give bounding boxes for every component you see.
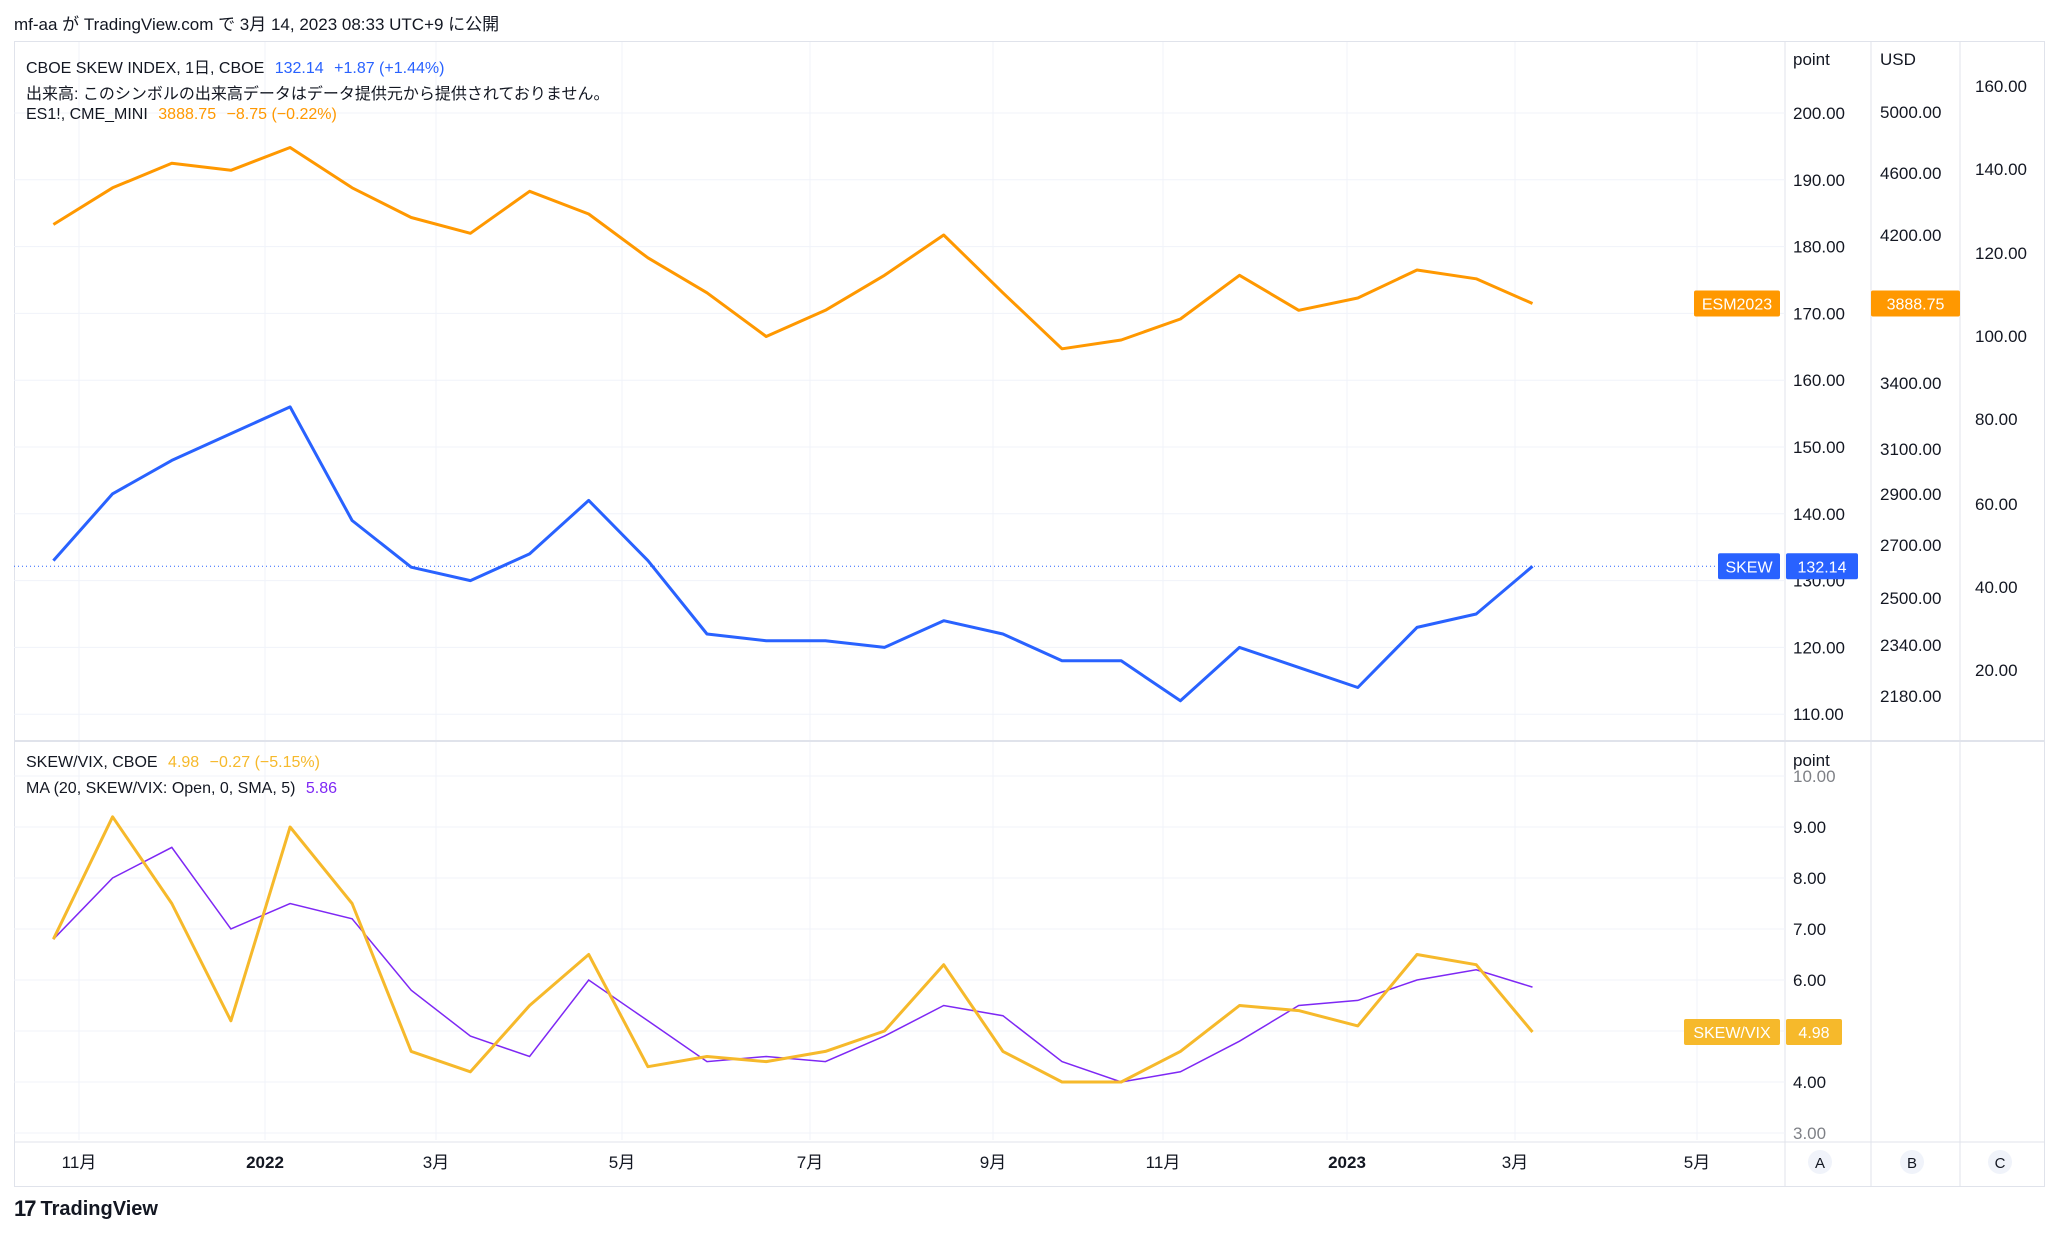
- legend-ma-value: 5.86: [305, 780, 338, 797]
- axis-tick-ratio: 9.00: [1793, 818, 1826, 837]
- axis-tick-skew: 160.00: [1793, 371, 1845, 390]
- time-axis-tick: 5月: [609, 1153, 635, 1172]
- scale-button-c[interactable]: [1988, 1150, 2012, 1174]
- tradingview-logo-icon: 17: [14, 1196, 37, 1221]
- label-es-symbol-text: ESM2023: [1702, 296, 1772, 313]
- time-axis-tick: 3月: [423, 1153, 449, 1172]
- legend-ma-name: MA (20, SKEW/VIX: Open, 0, SMA, 5): [26, 780, 296, 797]
- axis-tick-third: 160.00: [1975, 77, 2027, 96]
- legend-skew-value: 132.14: [274, 60, 324, 77]
- axis-tick-usd: 2340.00: [1880, 636, 1941, 655]
- axis-tick-third: 40.00: [1975, 578, 2018, 597]
- label-skew-symbol-box[interactable]: [1718, 553, 1780, 580]
- series-skew-line[interactable]: [52, 405, 1534, 703]
- axis-tick-usd: 2900.00: [1880, 485, 1941, 504]
- series-ma-line[interactable]: [52, 846, 1533, 1083]
- axis-tick-skew: 170.00: [1793, 304, 1845, 323]
- axis-header-point: point: [1793, 50, 1830, 69]
- axis-tick-ratio: 3.00: [1793, 1124, 1826, 1143]
- axis-tick-usd: 5000.00: [1880, 103, 1941, 122]
- tradingview-logo[interactable]: 17 TradingView: [14, 1196, 158, 1222]
- axis-tick-ratio: 7.00: [1793, 920, 1826, 939]
- legend-volume-note: 出来高: このシンボルの出来高データはデータ提供元から提供されておりません。: [26, 86, 610, 103]
- scale-button-b[interactable]: [1900, 1150, 1924, 1174]
- chart-frame: [14, 41, 2045, 1187]
- axis-tick-ratio: 10.00: [1793, 767, 1836, 786]
- legend-es-change: −8.75 (−0.22%): [226, 106, 337, 123]
- axis-tick-ratio: 4.00: [1793, 1073, 1826, 1092]
- axis-tick-third: 140.00: [1975, 160, 2027, 179]
- axis-tick-usd: 4200.00: [1880, 226, 1941, 245]
- time-axis-tick: 11月: [1146, 1153, 1181, 1172]
- label-es-value-text: 3888.75: [1887, 296, 1945, 313]
- axis-tick-third: 20.00: [1975, 661, 2018, 680]
- axis-tick-skew: 120.00: [1793, 638, 1845, 657]
- scale-button-label-a: A: [1815, 1155, 1825, 1172]
- scale-button-a[interactable]: [1808, 1150, 1832, 1174]
- legend-es[interactable]: ES1!, CME_MINI 3888.75 −8.75 (−0.22%): [26, 106, 343, 124]
- axis-tick-third: 100.00: [1975, 327, 2027, 346]
- legend-ratio-change: −0.27 (−5.15%): [209, 754, 320, 771]
- label-skew-value-box[interactable]: [1786, 553, 1858, 580]
- legend-skew[interactable]: CBOE SKEW INDEX, 1日, CBOE 132.14 +1.87 (…: [26, 54, 450, 78]
- axis-tick-usd: 2180.00: [1880, 687, 1941, 706]
- time-axis-tick: 2022: [246, 1153, 284, 1172]
- label-ratio-symbol-text: SKEW/VIX: [1693, 1025, 1771, 1042]
- series-es-line[interactable]: [52, 146, 1534, 351]
- time-axis-tick: 11月: [62, 1153, 97, 1172]
- scale-button-label-b: B: [1907, 1155, 1917, 1172]
- axis-tick-usd: 2500.00: [1880, 589, 1941, 608]
- legend-skew-name: CBOE SKEW INDEX, 1日, CBOE: [26, 60, 265, 77]
- axis-tick-third: 60.00: [1975, 495, 2018, 514]
- time-axis-tick: 9月: [980, 1153, 1006, 1172]
- axis-tick-skew: 140.00: [1793, 505, 1845, 524]
- axis-tick-skew: 150.00: [1793, 438, 1845, 457]
- scale-button-label-c: C: [1995, 1155, 2006, 1172]
- axis-tick-third: 120.00: [1975, 244, 2027, 263]
- legend-ma[interactable]: MA (20, SKEW/VIX: Open, 0, SMA, 5) 5.86: [26, 780, 343, 798]
- label-skew-symbol-text: SKEW: [1725, 559, 1773, 576]
- time-axis-tick: 2023: [1328, 1153, 1366, 1172]
- label-skew-value-text: 132.14: [1798, 559, 1847, 576]
- axis-tick-usd: 4600.00: [1880, 164, 1941, 183]
- axis-tick-usd: 2700.00: [1880, 536, 1941, 555]
- publish-header: mf-aa が TradingView.com で 3月 14, 2023 08…: [14, 15, 500, 34]
- axis-tick-ratio: 6.00: [1793, 971, 1826, 990]
- legend-es-value: 3888.75: [158, 106, 217, 123]
- axis-header-usd: USD: [1880, 50, 1916, 69]
- axis-tick-usd: 3100.00: [1880, 440, 1941, 459]
- time-axis-tick: 5月: [1684, 1153, 1710, 1172]
- label-ratio-symbol-box[interactable]: [1684, 1019, 1780, 1046]
- label-es-symbol-box[interactable]: [1694, 290, 1780, 317]
- series-ratio-line[interactable]: [52, 815, 1534, 1084]
- tradingview-logo-text: TradingView: [40, 1197, 158, 1220]
- legend-ratio-value: 4.98: [168, 754, 200, 771]
- axis-tick-third: 80.00: [1975, 410, 2018, 429]
- time-axis-tick: 3月: [1502, 1153, 1528, 1172]
- label-ratio-value-box[interactable]: [1786, 1019, 1842, 1046]
- legend-es-name: ES1!, CME_MINI: [26, 106, 148, 123]
- axis-tick-skew: 180.00: [1793, 238, 1845, 257]
- legend-skew-change: +1.87 (+1.44%): [334, 60, 445, 77]
- axis-tick-usd: 3400.00: [1880, 374, 1941, 393]
- axis-header-point-bottom: point: [1793, 751, 1830, 770]
- label-es-value-box[interactable]: [1871, 290, 1960, 317]
- axis-tick-skew: 200.00: [1793, 104, 1845, 123]
- axis-tick-skew: 190.00: [1793, 171, 1845, 190]
- axis-tick-skew: 110.00: [1793, 705, 1844, 724]
- axis-tick-ratio: 8.00: [1793, 869, 1826, 888]
- legend-ratio[interactable]: SKEW/VIX, CBOE 4.98 −0.27 (−5.15%): [26, 754, 326, 772]
- label-ratio-value-text: 4.98: [1798, 1025, 1829, 1042]
- legend-ratio-name: SKEW/VIX, CBOE: [26, 754, 158, 771]
- time-axis-tick: 7月: [797, 1153, 823, 1172]
